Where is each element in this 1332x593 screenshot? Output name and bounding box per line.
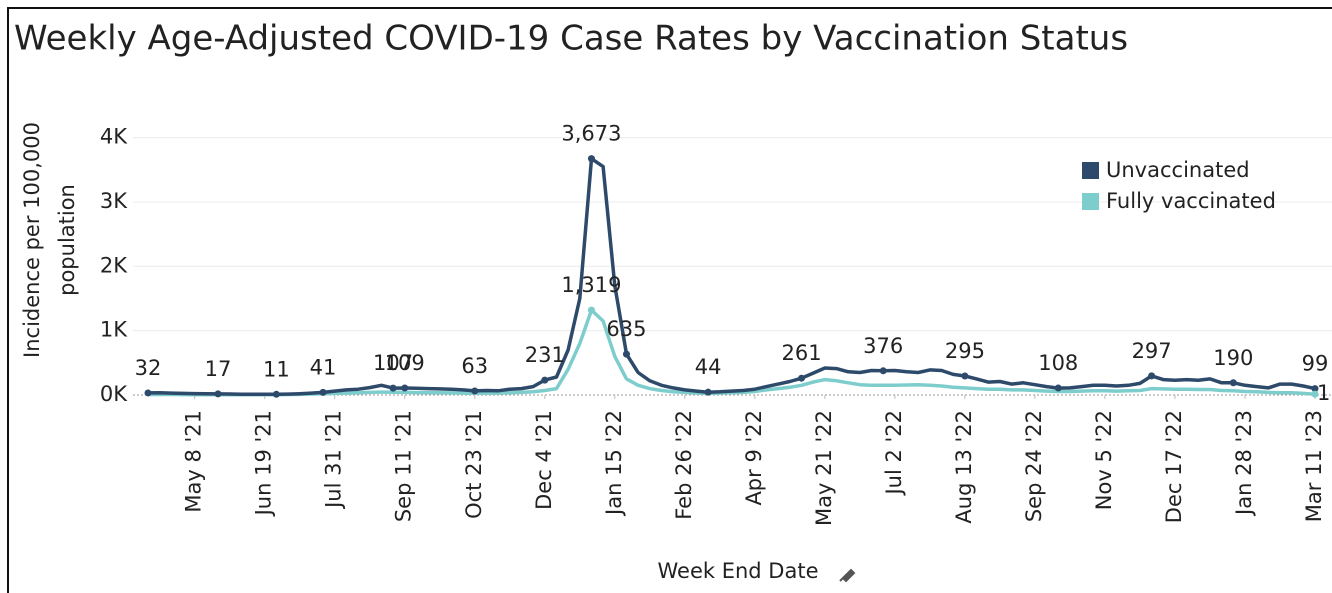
data-label: 3,673	[561, 122, 621, 146]
y-axis-title: Incidence per 100,000	[20, 122, 44, 358]
frame	[7, 7, 1332, 593]
point	[622, 350, 630, 358]
point	[587, 155, 595, 163]
data-label: 11	[263, 357, 290, 381]
x-tick-label: Dec 4 '21	[532, 410, 556, 510]
point	[214, 390, 222, 398]
point	[144, 389, 152, 397]
y-tick-label: 2K	[100, 253, 128, 277]
pin-icon	[839, 568, 856, 583]
legend-swatch	[1082, 193, 1099, 210]
legend-swatch	[1082, 162, 1099, 179]
chart-title: Weekly Age-Adjusted COVID-19 Case Rates …	[14, 19, 1128, 59]
point	[1229, 379, 1237, 387]
point	[1054, 384, 1062, 392]
data-label: 376	[863, 334, 903, 358]
x-tick-label: Apr 9 '22	[742, 410, 766, 506]
point	[272, 390, 280, 398]
data-label: 63	[461, 354, 488, 378]
data-label: 261	[781, 341, 821, 365]
point	[961, 372, 969, 380]
point	[319, 388, 327, 396]
point	[1311, 385, 1319, 393]
point	[471, 387, 479, 395]
x-tick-label: Jan 28 '23	[1232, 410, 1256, 517]
data-label: 107	[373, 351, 413, 375]
x-tick-label: Jun 19 '21	[252, 410, 276, 517]
x-tick-label: May 8 '21	[182, 410, 206, 513]
x-tick-label: Jul 2 '22	[882, 410, 906, 497]
x-tick-label: May 21 '22	[812, 410, 836, 526]
x-axis-title: Week End Date	[658, 559, 819, 583]
data-label: 17	[205, 357, 232, 381]
x-tick-label: Aug 13 '22	[952, 410, 976, 524]
legend-label: Unvaccinated	[1106, 158, 1250, 182]
data-label: 297	[1132, 339, 1172, 363]
x-tick-label: Feb 26 '22	[672, 410, 696, 520]
data-label: 295	[945, 339, 985, 363]
data-label: 44	[695, 355, 722, 379]
data-label: 231	[525, 343, 565, 367]
y-tick-label: 4K	[100, 125, 128, 149]
y-axis-title: population	[55, 184, 79, 296]
data-label: 99	[1302, 352, 1329, 376]
x-tick-label: Sep 24 '22	[1022, 410, 1046, 522]
point	[1311, 390, 1319, 398]
point	[587, 306, 595, 314]
x-tick-label: Mar 11 '23	[1302, 410, 1326, 522]
point	[704, 388, 712, 396]
x-tick-label: Dec 17 '22	[1162, 410, 1186, 523]
data-label: 1,319	[561, 273, 621, 297]
x-tick-label: Nov 5 '22	[1092, 410, 1116, 510]
x-tick-label: Jan 15 '22	[602, 410, 626, 517]
data-label: 41	[310, 355, 337, 379]
data-label: 32	[135, 356, 162, 380]
data-label: 108	[1038, 351, 1078, 375]
y-tick-label: 0K	[100, 382, 128, 406]
point	[798, 374, 806, 382]
x-tick-label: Oct 23 '21	[462, 410, 486, 519]
y-tick-label: 1K	[100, 318, 128, 342]
point	[1148, 372, 1156, 380]
data-label: 635	[606, 317, 646, 341]
legend-label: Fully vaccinated	[1106, 189, 1276, 213]
point	[879, 367, 887, 375]
point	[541, 376, 549, 384]
data-label: 109	[385, 351, 425, 375]
y-tick-label: 3K	[100, 189, 128, 213]
x-tick-label: Sep 11 '21	[392, 410, 416, 522]
x-tick-label: Jul 31 '21	[322, 410, 346, 510]
data-label: 13	[1317, 381, 1332, 405]
data-label: 190	[1213, 346, 1253, 370]
point	[401, 384, 409, 392]
series-line	[147, 156, 1316, 397]
point	[389, 384, 397, 392]
